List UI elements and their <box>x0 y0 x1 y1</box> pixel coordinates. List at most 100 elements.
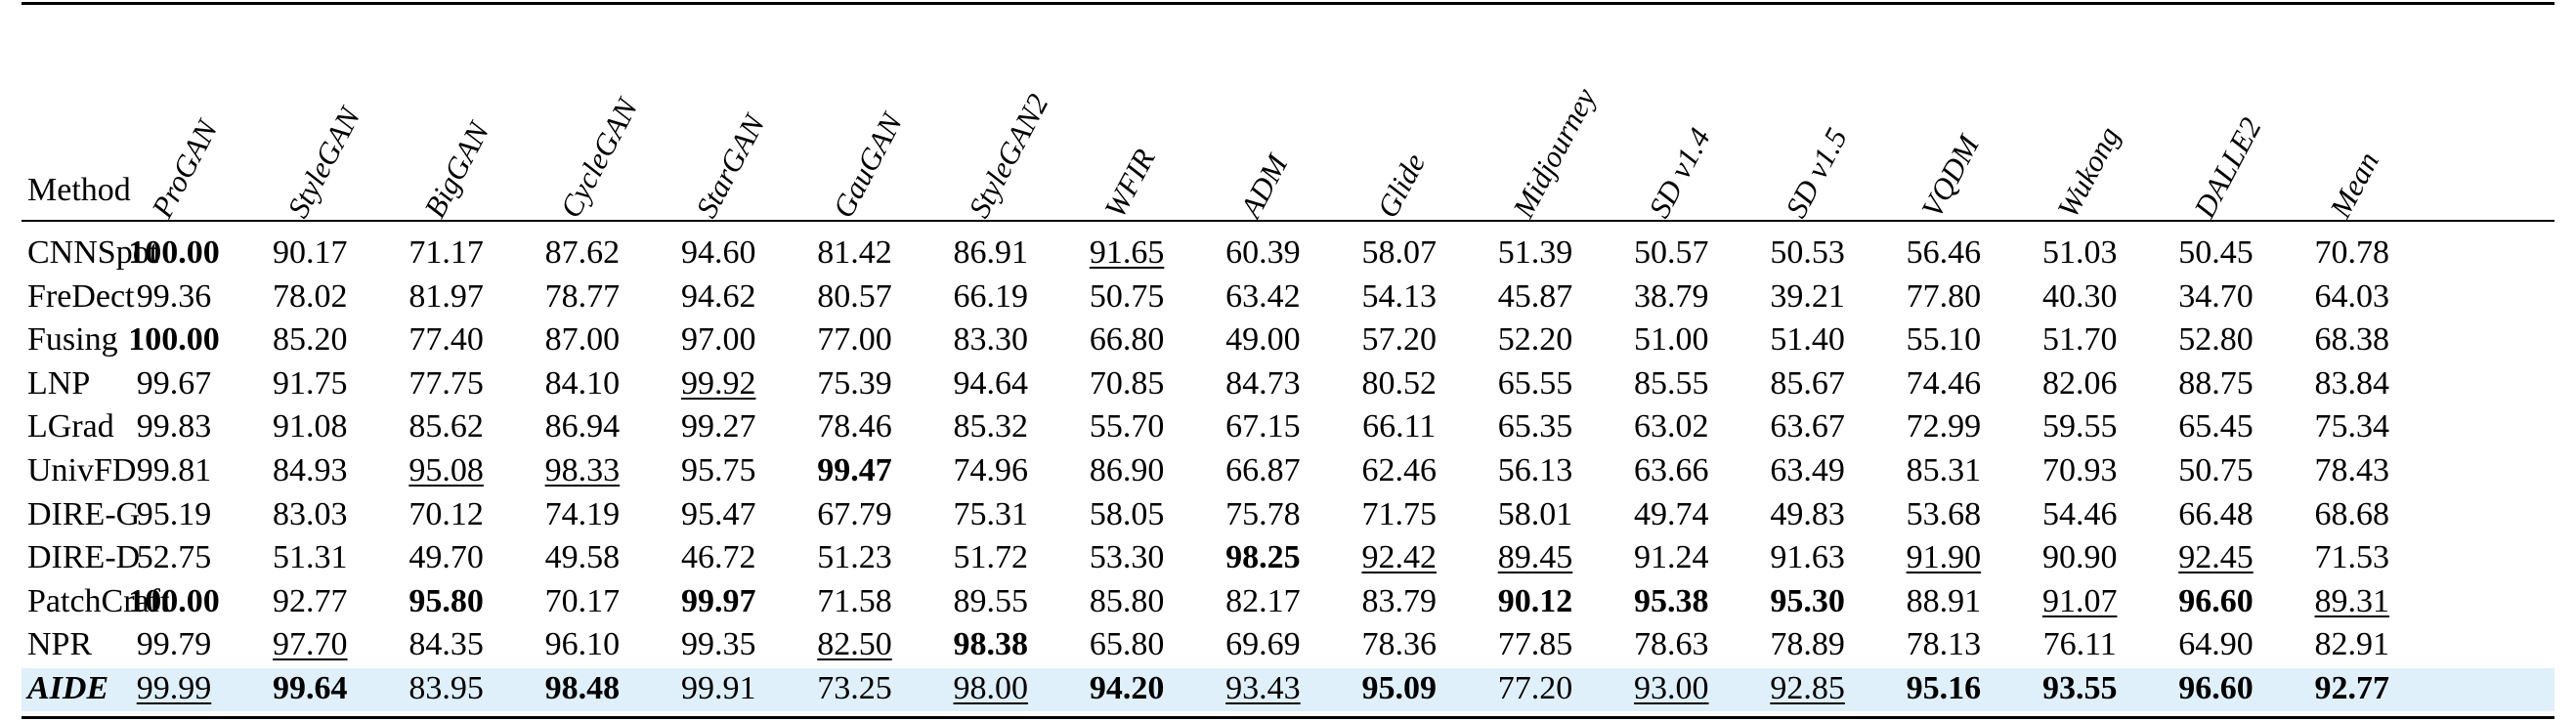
table-cell: 78.46 <box>817 408 892 445</box>
table-cell: 63.66 <box>1634 452 1709 488</box>
table-cell: 99.64 <box>273 670 348 706</box>
table-cell: 53.30 <box>1089 539 1165 576</box>
table-cell: 98.38 <box>953 626 1029 663</box>
table-cell: 88.75 <box>2178 364 2254 402</box>
table-cell: 49.00 <box>1225 321 1301 359</box>
table-cell: 95.38 <box>1634 582 1709 619</box>
table-cell: 86.90 <box>1089 452 1165 488</box>
table-cell: 78.77 <box>544 277 621 315</box>
table-cell: 72.99 <box>1906 408 1982 445</box>
table-cell: 91.24 <box>1634 539 1709 576</box>
table-cell: 98.00 <box>953 670 1029 706</box>
column-header: Mean <box>2322 146 2385 224</box>
table-cell: 92.77 <box>2314 670 2390 706</box>
table-cell: 64.03 <box>2314 277 2390 315</box>
table-cell: 83.79 <box>1361 582 1437 619</box>
table-cell: 66.19 <box>953 277 1029 315</box>
table-cell: 71.58 <box>817 582 892 619</box>
table-cell: 65.35 <box>1497 408 1573 445</box>
table-cell: 53.68 <box>1906 495 1982 532</box>
table-cell: 99.83 <box>136 408 212 445</box>
table-row: DIRE-D 52.75 51.31 49.70 49.58 46.72 51.23 51.7… <box>21 537 2555 580</box>
table-cell: 81.97 <box>408 277 484 315</box>
table-cell: 78.43 <box>2314 452 2390 488</box>
table-cell: 85.32 <box>953 408 1029 445</box>
table-cell: 93.55 <box>2041 670 2118 706</box>
table-cell: 92.42 <box>1361 539 1437 576</box>
table-cell: 49.58 <box>544 539 621 576</box>
table-cell: 99.27 <box>680 408 756 445</box>
table-cell: 55.10 <box>1906 321 1982 359</box>
table-cell: 82.17 <box>1225 582 1301 619</box>
table-cell: 75.78 <box>1225 495 1301 532</box>
table-cell: 74.96 <box>953 452 1029 488</box>
table-row: CNNSpot 100.00 90.17 71.17 87.62 94.60 81.42 86… <box>21 233 2555 276</box>
table-cell: 51.23 <box>817 539 892 576</box>
table-cell: 89.45 <box>1497 539 1573 576</box>
table-cell: 56.46 <box>1906 234 1982 271</box>
table-cell: 78.13 <box>1906 626 1982 663</box>
table-row: AIDE 99.99 99.64 83.95 98.48 99.91 73.25 98.00 9… <box>21 668 2555 711</box>
table-cell: 64.90 <box>2178 626 2254 663</box>
table-cell: 90.12 <box>1497 582 1573 619</box>
table-cell: 91.65 <box>1089 234 1165 271</box>
table-cell: 87.62 <box>544 234 621 271</box>
table-cell: 50.45 <box>2178 234 2254 271</box>
bottom-rule <box>21 716 2555 719</box>
table-cell: 46.72 <box>680 539 756 576</box>
table-cell: 55.70 <box>1089 408 1165 445</box>
table-cell: 99.79 <box>136 626 212 663</box>
table-cell: 85.80 <box>1089 582 1165 619</box>
table-cell: 50.75 <box>1089 277 1165 315</box>
table-cell: 100.00 <box>128 321 220 359</box>
top-rule <box>21 2 2555 5</box>
table-cell: 84.10 <box>544 364 621 402</box>
table-cell: 71.53 <box>2314 539 2390 576</box>
method-name: DIRE-D <box>27 539 141 576</box>
table-cell: 78.36 <box>1361 626 1437 663</box>
method-name: LGrad <box>27 408 114 445</box>
table-cell: 94.64 <box>953 364 1029 402</box>
table-cell: 85.20 <box>273 321 348 359</box>
method-name: NPR <box>27 626 93 663</box>
table-cell: 65.80 <box>1089 626 1165 663</box>
table-cell: 40.30 <box>2041 277 2118 315</box>
column-header: StyleGAN <box>280 102 367 224</box>
method-name: FreDect <box>27 277 135 315</box>
column-header: SD v1.4 <box>1642 122 1718 224</box>
table-cell: 63.49 <box>1770 452 1845 488</box>
table-cell: 77.20 <box>1497 670 1573 706</box>
table-cell: 96.60 <box>2178 582 2254 619</box>
table-cell: 83.84 <box>2314 364 2390 402</box>
table-cell: 78.02 <box>273 277 348 315</box>
table-cell: 52.80 <box>2178 321 2254 359</box>
table-cell: 63.02 <box>1634 408 1709 445</box>
table-cell: 98.48 <box>544 670 621 706</box>
column-header: ADM <box>1233 148 1295 224</box>
table-cell: 81.42 <box>817 234 892 271</box>
table-cell: 74.19 <box>544 495 621 532</box>
table-cell: 68.38 <box>2314 321 2390 359</box>
table-cell: 98.25 <box>1225 539 1301 576</box>
table-cell: 99.47 <box>817 452 892 488</box>
table-cell: 65.45 <box>2178 408 2254 445</box>
column-header: ProGAN <box>145 114 225 224</box>
table-cell: 59.55 <box>2041 408 2118 445</box>
table-cell: 51.70 <box>2041 321 2118 359</box>
table-cell: 58.07 <box>1361 234 1437 271</box>
table-cell: 66.80 <box>1089 321 1165 359</box>
table-cell: 99.97 <box>680 582 756 619</box>
table-cell: 67.79 <box>817 495 892 532</box>
column-header: WFIR <box>1097 143 1162 224</box>
table-cell: 91.08 <box>273 408 348 445</box>
method-name: PatchCraft <box>27 582 170 619</box>
table-row: DIRE-G 95.19 83.03 70.12 74.19 95.47 67.79 75.3… <box>21 494 2555 537</box>
method-name: AIDE <box>27 670 109 706</box>
table-cell: 92.85 <box>1770 670 1845 706</box>
table-cell: 63.67 <box>1770 408 1845 445</box>
method-name: UnivFD <box>27 452 137 488</box>
table-cell: 77.75 <box>408 364 484 402</box>
table-cell: 51.00 <box>1634 321 1709 359</box>
table-cell: 50.57 <box>1634 234 1709 271</box>
table-cell: 97.00 <box>680 321 756 359</box>
